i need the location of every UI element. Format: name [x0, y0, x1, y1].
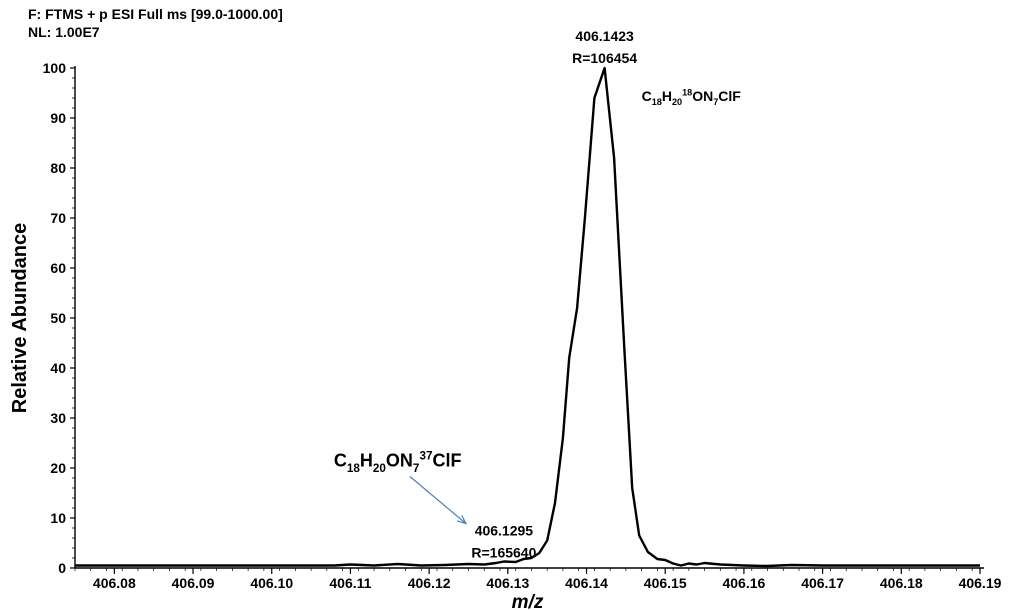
x-tick-label: 406.13	[486, 575, 529, 591]
x-axis-label: m/z	[512, 592, 544, 610]
main-peak-mz: 406.1423	[575, 28, 634, 44]
formula-part: ON	[386, 451, 413, 471]
plot-area	[75, 66, 980, 568]
y-tick-label: 60	[50, 260, 66, 276]
formula-part: C	[642, 88, 652, 104]
formula-part: ON	[692, 88, 713, 104]
formula-part: 18	[682, 87, 692, 97]
x-tick-label: 406.18	[880, 575, 923, 591]
main-peak-formula: C18H2018ON7ClF	[642, 87, 742, 107]
minor-peak-mz: 406.1295	[475, 523, 534, 539]
main-peak-resolution: R=106454	[572, 50, 637, 66]
formula-part: 18	[347, 462, 361, 475]
x-tick-label: 406.08	[93, 575, 136, 591]
x-tick-label: 406.17	[801, 575, 844, 591]
y-tick-label: 40	[50, 360, 66, 376]
formula-part: 37	[419, 449, 432, 462]
x-tick-label: 406.16	[722, 575, 765, 591]
y-tick-label: 0	[58, 560, 66, 576]
x-tick-label: 406.09	[172, 575, 215, 591]
minor-peak-resolution: R=165640	[471, 545, 536, 561]
formula-part: 20	[672, 97, 682, 107]
scan-filter-header: F: FTMS + p ESI Full ms [99.0-1000.00]	[28, 6, 283, 22]
formula-part: 18	[652, 97, 662, 107]
formula-part: C	[334, 451, 347, 471]
y-tick-label: 80	[50, 160, 66, 176]
formula-part: ClF	[432, 451, 461, 471]
minor-peak-formula: C18H20ON737ClF	[334, 449, 462, 475]
formula-part: 7	[413, 462, 420, 475]
y-tick-label: 10	[50, 510, 66, 526]
normalization-level: NL: 1.00E7	[28, 24, 100, 40]
formula-part: 7	[713, 97, 718, 107]
annotations: 406.1423R=106454C18H2018ON7ClF406.1295R=…	[334, 28, 741, 561]
x-tick-label: 406.15	[644, 575, 687, 591]
axes: 0 10 20 30 40 50 60 70 80 90 100 406.08 406.09 406.10…	[9, 60, 1002, 610]
arrow-head	[457, 515, 468, 525]
y-tick-label: 90	[50, 110, 66, 126]
formula-part: 20	[373, 462, 387, 475]
y-tick-label: 50	[50, 310, 66, 326]
y-tick-label: 20	[50, 460, 66, 476]
y-axis-label: Relative Abundance	[9, 223, 31, 413]
annotation-arrow	[409, 476, 467, 524]
x-tick-label: 406.11	[329, 575, 371, 591]
formula-part: H	[360, 451, 373, 471]
x-tick-label: 406.10	[250, 575, 293, 591]
y-tick-label: 100	[43, 60, 67, 76]
spectrum-line	[75, 66, 980, 568]
x-tick-label: 406.12	[408, 575, 451, 591]
x-tick-label: 406.19	[959, 575, 1002, 591]
y-tick-label: 70	[50, 210, 66, 226]
formula-part: ClF	[718, 88, 741, 104]
x-tick-label: 406.14	[565, 575, 608, 591]
y-tick-label: 30	[50, 410, 66, 426]
formula-part: H	[662, 88, 672, 104]
